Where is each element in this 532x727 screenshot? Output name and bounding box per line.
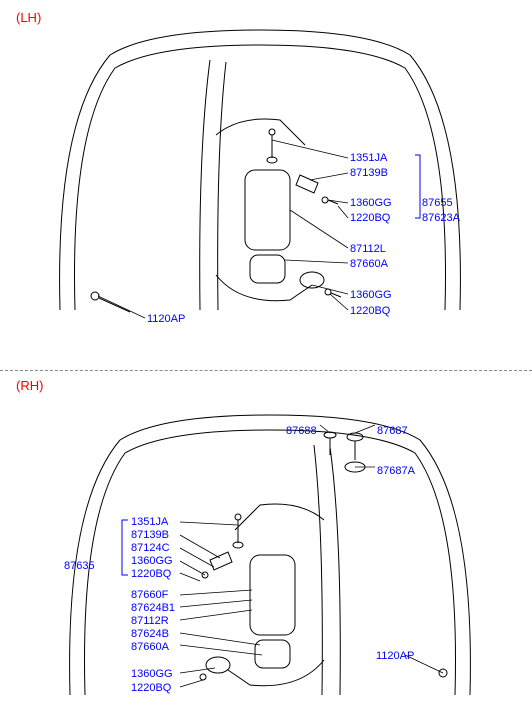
part-label-87660F-rh[interactable]: 87660F — [131, 589, 168, 601]
part-label-87139B-lh[interactable]: 87139B — [350, 167, 388, 179]
lh-diagram — [0, 0, 532, 360]
part-label-87624B1-rh[interactable]: 87624B1 — [131, 602, 175, 614]
part-label-87688-rh[interactable]: 87688 — [286, 425, 317, 437]
part-label-87655-lh[interactable]: 87655 — [422, 197, 453, 209]
part-label-87635-rh[interactable]: 87635 — [64, 560, 95, 572]
part-label-1351JA-lh[interactable]: 1351JA — [350, 152, 387, 164]
part-label-87660A-rh[interactable]: 87660A — [131, 641, 169, 653]
rh-diagram — [0, 375, 532, 725]
part-label-1220BQ-lh[interactable]: 1220BQ — [350, 212, 390, 224]
part-label-1360GG-lh[interactable]: 1360GG — [350, 197, 392, 209]
part-label-87687A-rh[interactable]: 87687A — [377, 465, 415, 477]
part-label-1360GG2-rh[interactable]: 1360GG — [131, 668, 173, 680]
part-label-87624B-rh[interactable]: 87624B — [131, 628, 169, 640]
part-label-87660A-lh[interactable]: 87660A — [350, 258, 388, 270]
part-label-87623A-lh[interactable]: 87623A — [422, 212, 460, 224]
part-label-1120AP-rh[interactable]: 1120AP — [376, 650, 414, 662]
part-label-1220BQ2-lh[interactable]: 1220BQ — [350, 305, 390, 317]
part-label-87687-rh[interactable]: 87687 — [377, 425, 408, 437]
part-label-87139B-rh[interactable]: 87139B — [131, 529, 169, 541]
part-label-1120AP-lh[interactable]: 1120AP — [147, 313, 185, 325]
section-divider — [0, 370, 532, 371]
part-label-1360GG-rh[interactable]: 1360GG — [131, 555, 173, 567]
part-label-1360GG2-lh[interactable]: 1360GG — [350, 289, 392, 301]
part-label-87112L-lh[interactable]: 87112L — [350, 243, 386, 255]
part-label-87112R-rh[interactable]: 87112R — [131, 615, 169, 627]
part-label-1351JA-rh[interactable]: 1351JA — [131, 516, 168, 528]
part-label-87124C-rh[interactable]: 87124C — [131, 542, 170, 554]
part-label-1220BQ-rh[interactable]: 1220BQ — [131, 568, 171, 580]
part-label-1220BQ2-rh[interactable]: 1220BQ — [131, 682, 171, 694]
